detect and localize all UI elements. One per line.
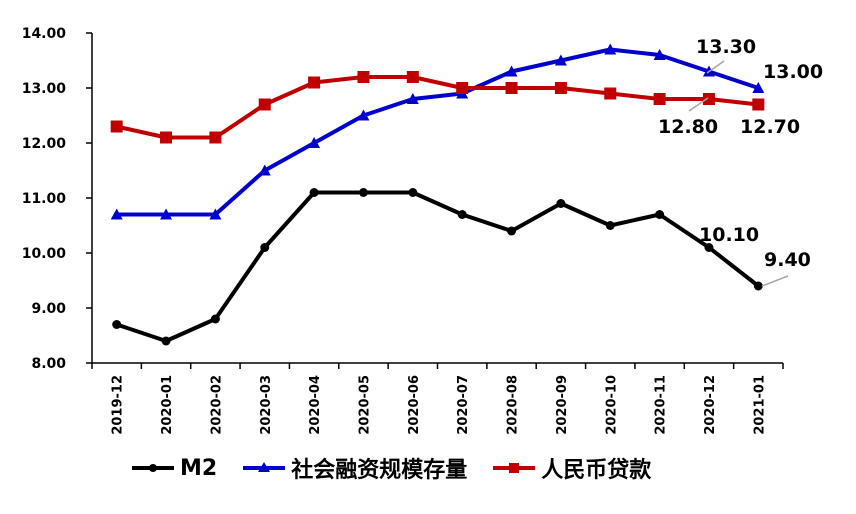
- x-tick-label: 2019-12: [111, 375, 126, 435]
- data-labels: 13.30 13.00 12.80 12.70 10.109.40: [658, 36, 823, 287]
- data-point: [358, 188, 368, 197]
- data-point: [112, 320, 122, 329]
- data-point: [554, 54, 567, 66]
- data-point: [357, 109, 370, 121]
- x-tick-label: 2020-09: [555, 375, 570, 435]
- x-tick-label: 2020-11: [654, 375, 669, 435]
- y-tick-label: 9.00: [31, 301, 66, 317]
- data-point: [556, 199, 566, 208]
- data-point: [605, 221, 615, 230]
- data-point: [309, 188, 319, 197]
- y-tick-label: 10.00: [22, 246, 67, 262]
- data-point: [702, 93, 715, 105]
- data-point: [110, 120, 123, 133]
- data-label: 10.10: [699, 224, 759, 246]
- x-tick-label: 2020-08: [506, 375, 521, 435]
- x-tick-label: 2020-05: [357, 375, 372, 435]
- data-point: [160, 131, 173, 144]
- data-point: [161, 336, 171, 346]
- data-point: [357, 71, 370, 83]
- data-point: [160, 208, 173, 220]
- x-tick-label: 2020-04: [308, 375, 323, 435]
- data-point: [110, 208, 123, 220]
- x-tick-label: 2020-07: [456, 375, 471, 435]
- legend-item-tsf: 社会融资规模存量: [241, 452, 467, 484]
- data-point: [308, 76, 321, 89]
- data-point: [505, 82, 518, 94]
- data-point: [308, 137, 321, 148]
- circle-marker-icon: [132, 464, 174, 472]
- y-tick-label: 8.00: [31, 356, 66, 372]
- legend-item-m2: M2: [130, 456, 217, 481]
- data-point: [655, 210, 665, 219]
- x-tick-label: 2020-12: [703, 375, 718, 435]
- triangle-marker-icon: [243, 462, 286, 472]
- data-point: [704, 243, 714, 252]
- data-point: [406, 93, 419, 104]
- data-point: [457, 210, 467, 219]
- data-point: [260, 243, 270, 252]
- data-label: 13.30: [696, 36, 756, 58]
- data-point: [408, 188, 418, 197]
- x-tick-label: 2021-01: [752, 375, 767, 435]
- data-point: [554, 82, 567, 94]
- data-point: [752, 98, 765, 111]
- x-tick-label: 2020-10: [604, 375, 619, 435]
- x-tick-label: 2020-01: [160, 375, 175, 435]
- y-tick-label: 13.00: [22, 81, 67, 97]
- series-0: [112, 188, 763, 346]
- x-tick-label: 2020-06: [407, 375, 422, 435]
- x-tick-label: 2020-03: [259, 375, 274, 435]
- data-point: [507, 226, 517, 236]
- data-point: [258, 164, 271, 176]
- data-label: 12.80: [658, 116, 718, 138]
- y-axis: 8.00 9.00 10.00 11.00 12.00 13.00 14.00: [22, 26, 93, 372]
- x-tick-label: 2020-02: [209, 375, 224, 435]
- y-tick-label: 12.00: [22, 136, 67, 152]
- data-point: [653, 93, 666, 105]
- data-point: [209, 131, 222, 144]
- data-point: [753, 281, 763, 291]
- data-point: [210, 314, 220, 324]
- y-tick-label: 14.00: [22, 26, 67, 42]
- data-point: [456, 82, 469, 94]
- data-point: [653, 49, 666, 60]
- series-2: [110, 71, 765, 144]
- data-point: [505, 65, 518, 77]
- legend: M2 社会融资规模存量 人民币贷款: [130, 452, 651, 484]
- legend-item-loans: 人民币贷款: [491, 452, 651, 484]
- data-label: 12.70: [740, 116, 800, 138]
- data-label: 9.40: [764, 249, 811, 271]
- legend-label-m2: M2: [180, 455, 218, 481]
- legend-label-tsf: 社会融资规模存量: [291, 458, 468, 483]
- legend-label-loans: 人民币贷款: [541, 458, 652, 483]
- square-marker-icon: [493, 463, 536, 473]
- data-point: [258, 98, 271, 111]
- y-tick-label: 11.00: [22, 191, 67, 207]
- data-point: [604, 87, 617, 100]
- data-point: [604, 43, 617, 55]
- data-point: [406, 71, 419, 83]
- data-point: [209, 208, 222, 220]
- data-label: 13.00: [763, 61, 823, 83]
- series-layer: [110, 43, 765, 346]
- x-axis: 2019-12 2020-01 2020-02 2020-03 2020-04 2020-…: [91, 362, 784, 435]
- data-point: [752, 82, 765, 93]
